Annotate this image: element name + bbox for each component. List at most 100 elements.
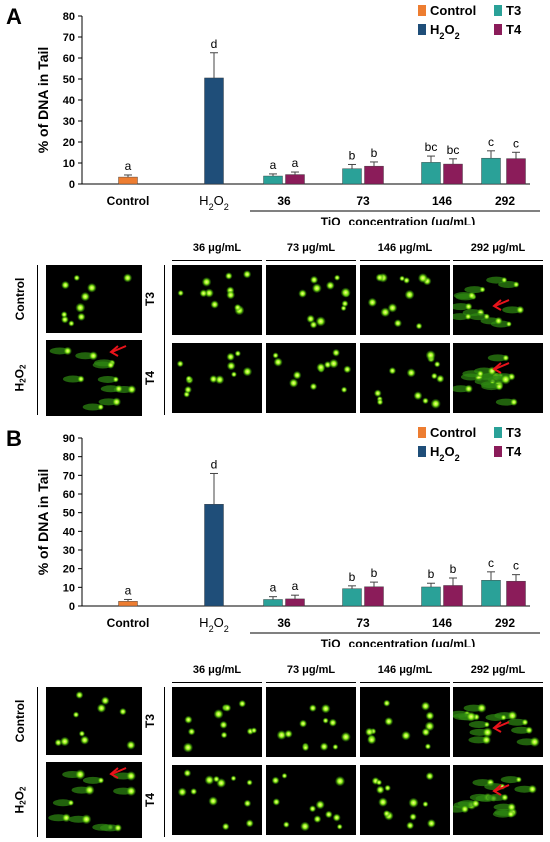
row-label-t4: T4 — [143, 370, 157, 386]
comet-nucleus — [213, 775, 220, 783]
red-arrow — [494, 362, 510, 370]
legend-label: T3 — [506, 3, 521, 18]
comet-nucleus — [422, 801, 429, 808]
comet-nucleus — [112, 397, 121, 407]
comet-tail — [487, 354, 508, 362]
comet-image-t4 — [360, 343, 450, 413]
bar — [263, 599, 283, 607]
panel-letter: A — [6, 4, 22, 29]
concentration-underline — [360, 260, 450, 261]
legend-swatch — [494, 5, 502, 16]
y-tick-label: 60 — [63, 53, 75, 65]
legend-label: T4 — [506, 22, 522, 37]
comet-nucleus — [421, 701, 430, 711]
comet-nucleus — [425, 711, 435, 721]
red-arrow-head — [492, 362, 502, 374]
significance-letter: bc — [447, 143, 460, 157]
row-separator — [164, 265, 165, 415]
comet-nucleus — [230, 775, 237, 782]
bar — [443, 585, 463, 607]
comet-nucleus — [289, 378, 299, 388]
y-tick-label: 50 — [63, 74, 75, 86]
comet-nucleus — [507, 710, 518, 721]
comet-nucleus — [226, 361, 236, 371]
comet-nucleus — [209, 375, 218, 384]
red-arrow-head — [492, 299, 502, 311]
comet-nucleus — [341, 300, 349, 308]
x-tick-label: Control — [107, 194, 150, 208]
comet-nucleus — [425, 350, 436, 361]
comet-nucleus — [107, 361, 115, 369]
comet-nucleus — [299, 719, 308, 728]
comet-nucleus — [376, 785, 385, 794]
x-tick-label: 36 — [277, 194, 291, 208]
comet-nucleus — [97, 777, 105, 784]
comet-nucleus — [367, 735, 377, 745]
concentration-label: 73 μg/mL — [286, 664, 336, 676]
concentration-label: 36 μg/mL — [192, 242, 242, 254]
panel-letter: B — [6, 426, 22, 451]
concentration-label: 292 μg/mL — [470, 664, 526, 676]
red-arrow — [494, 784, 510, 792]
comet-image-t4 — [453, 765, 543, 835]
comet-tail — [52, 799, 73, 807]
row-label-h2o2: H2O2 — [12, 786, 28, 814]
red-arrow-head — [492, 784, 502, 796]
comet-nucleus — [60, 311, 68, 318]
comet-nucleus — [466, 711, 476, 722]
bar — [364, 586, 384, 607]
comet-nucleus — [272, 352, 279, 359]
comet-nucleus — [430, 398, 441, 409]
comet-image-t4 — [266, 343, 356, 413]
comet-nucleus — [383, 699, 391, 707]
x-tick-label: 36 — [277, 616, 291, 630]
comet-nucleus — [502, 354, 510, 362]
comet-nucleus — [226, 352, 235, 361]
comet-nucleus — [222, 822, 230, 831]
significance-letter: c — [488, 135, 494, 149]
comet-nucleus — [199, 289, 208, 298]
row-label-t4: T4 — [143, 792, 157, 808]
comet-nucleus — [384, 784, 391, 792]
bar — [118, 601, 138, 607]
significance-letter: a — [125, 583, 132, 597]
comet-nucleus — [501, 793, 509, 801]
comet-nucleus — [204, 775, 215, 785]
row-separator — [37, 265, 38, 415]
significance-letter: c — [488, 556, 494, 570]
comet-nucleus — [87, 283, 97, 293]
comet-nucleus — [176, 360, 184, 368]
comet-nucleus — [126, 771, 136, 781]
comet-nucleus — [119, 708, 127, 716]
row-label-control: Control — [13, 699, 27, 743]
comet-nucleus — [225, 272, 233, 280]
comet-nucleus — [300, 821, 310, 832]
y-tick-label: 70 — [63, 32, 75, 44]
comet-nucleus — [112, 376, 119, 383]
legend-label: H2O2 — [430, 22, 460, 41]
x-tick-label: H2O2 — [199, 193, 229, 212]
comet-nucleus — [365, 727, 374, 737]
comet-nucleus — [436, 374, 445, 383]
comet-nucleus — [245, 819, 254, 828]
comet-nucleus — [61, 315, 69, 324]
comet-nucleus — [340, 732, 351, 742]
comet-nucleus — [243, 799, 252, 808]
comet-image-t3 — [453, 687, 543, 757]
comet-nucleus — [272, 798, 281, 806]
comet-nucleus — [234, 303, 242, 312]
x-tick-label: 73 — [356, 616, 370, 630]
row-label-h2o2: H2O2 — [12, 364, 28, 392]
comet-nucleus — [401, 730, 411, 741]
comet-nucleus — [340, 287, 351, 298]
comet-nucleus — [204, 288, 214, 298]
x-tick-label: Control — [107, 616, 150, 630]
comet-nucleus — [284, 729, 293, 738]
x-tick-label: 292 — [495, 616, 515, 630]
comet-nucleus — [340, 386, 348, 393]
comet-nucleus — [313, 815, 322, 823]
comet-nucleus — [126, 786, 137, 796]
red-arrow — [111, 767, 127, 775]
comet-nucleus — [335, 776, 346, 787]
comet-tail — [97, 375, 118, 383]
